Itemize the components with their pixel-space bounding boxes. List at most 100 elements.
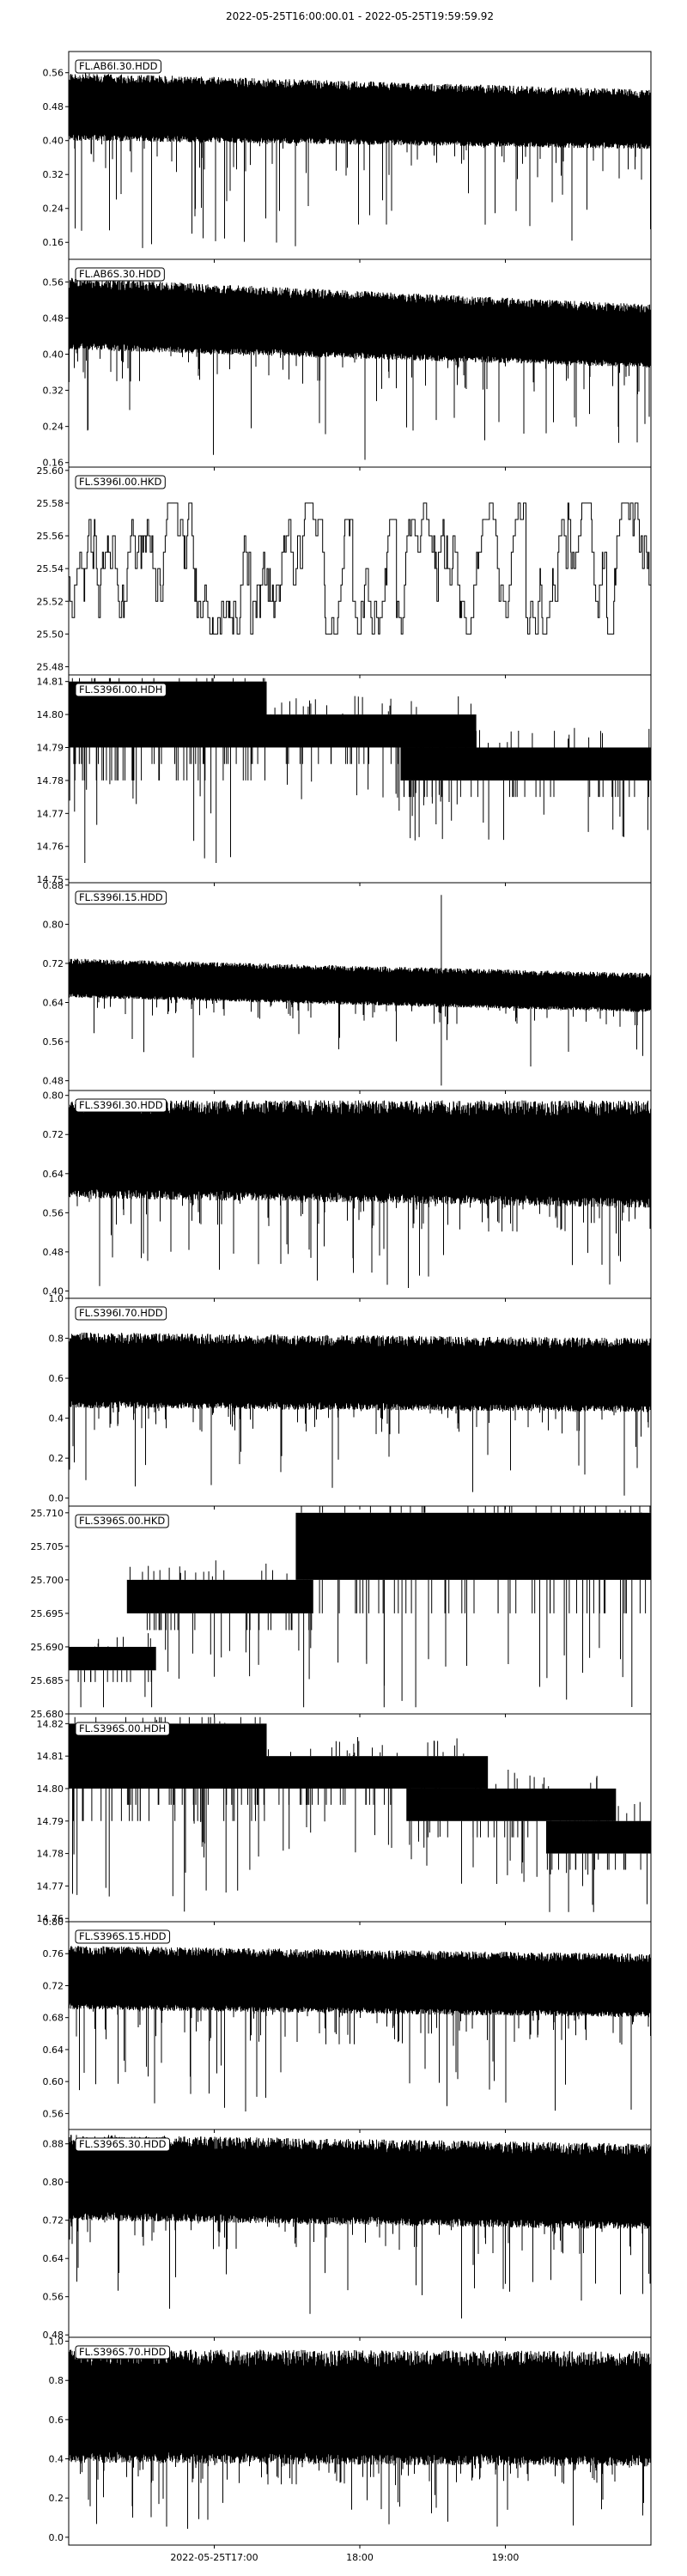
y-tick-label-fl-s396s-00-hdh-2: 14.80 xyxy=(37,1783,64,1795)
trace-label-text-fl-s396i-00-hdh: FL.S396I.00.HDH xyxy=(79,683,162,696)
y-tick-label-fl-s396s-00-hkd-6: 25.680 xyxy=(31,1709,64,1720)
state-band-fl-s396i-00-hdh-1 xyxy=(69,714,477,748)
trace-label-box-fl-s396i-15-hdd xyxy=(75,890,167,905)
y-tick-label-fl-s396s-30-hdd-2: 0.72 xyxy=(43,2215,64,2227)
y-tick-label-fl-s396i-00-hkd-1: 25.58 xyxy=(37,498,64,509)
trace-label-box-fl-s396s-15-hdd xyxy=(75,1929,171,1944)
trace-label-text-fl-s396s-30-hdd: FL.S396S.30.HDD xyxy=(79,2138,167,2150)
trace-label-text-fl-ab6i-30-hdd: FL.AB6I.30.HDD xyxy=(79,60,158,72)
y-tick-label-fl-s396i-00-hkd-4: 25.52 xyxy=(37,596,64,607)
time-axis: 2022-05-25T17:00 18:00 19:00 xyxy=(170,259,519,2563)
trace-label-box-fl-s396s-30-hdd xyxy=(75,2137,171,2152)
state-band-fl-s396s-00-hkd-2 xyxy=(295,1512,651,1580)
panel-fl-s396i-70-hdd: 1.0 0.8 0.6 0.4 0.2 0.0 FL.S396I.70.HDD xyxy=(49,1293,652,1507)
y-axis-fl-s396i-30-hdd: 0.80 0.72 0.64 0.56 0.48 0.40 xyxy=(43,1091,69,1297)
y-tick-label-fl-s396i-00-hdh-0: 14.81 xyxy=(37,677,64,688)
y-tick-label-fl-s396s-70-hdd-1: 0.8 xyxy=(49,2375,64,2386)
y-tick-label-fl-ab6i-30-hdd-4: 0.24 xyxy=(43,204,64,215)
y-tick-label-fl-ab6i-30-hdd-3: 0.32 xyxy=(43,169,64,180)
y-tick-label-fl-s396i-00-hdh-5: 14.76 xyxy=(37,841,64,853)
y-tick-label-fl-s396s-15-hdd-4: 0.64 xyxy=(43,2044,64,2056)
trace-label-box-fl-ab6s-30-hdd xyxy=(75,267,165,282)
state-band-fl-s396s-00-hkd-1 xyxy=(126,1579,313,1613)
y-tick-label-fl-s396s-15-hdd-0: 0.80 xyxy=(43,1917,64,1928)
panel-fl-s396i-30-hdd: 0.80 0.72 0.64 0.56 0.48 0.40 FL.S396I.30.HDD xyxy=(43,1090,652,1299)
y-tick-label-fl-s396s-00-hkd-3: 25.695 xyxy=(31,1608,64,1619)
y-tick-label-fl-ab6i-30-hdd-5: 0.16 xyxy=(43,237,64,248)
trace-label-box-fl-ab6i-30-hdd xyxy=(75,59,161,74)
waveform-fl-s396i-70-hdd xyxy=(68,1332,652,1496)
trace-label-fl-ab6i-30-hdd: FL.AB6I.30.HDD xyxy=(75,59,161,74)
trace-fl-s396s-30-hdd xyxy=(68,2135,652,2319)
y-tick-label-fl-s396s-15-hdd-3: 0.68 xyxy=(43,2013,64,2024)
y-tick-label-fl-s396i-00-hdh-6: 14.75 xyxy=(37,874,64,885)
trace-label-text-fl-ab6s-30-hdd: FL.AB6S.30.HDD xyxy=(79,268,161,280)
state-spikes-fl-s396s-00-hkd-1 xyxy=(129,1560,313,1680)
trace-label-fl-s396s-00-hdh: FL.S396S.00.HDH xyxy=(75,1722,170,1736)
y-axis-fl-s396s-00-hkd: 25.710 25.705 25.700 25.695 25.690 25.685 25.6… xyxy=(31,1508,69,1720)
y-tick-label-fl-s396i-00-hdh-1: 14.80 xyxy=(37,709,64,720)
y-axis-fl-s396s-00-hdh: 14.82 14.81 14.80 14.79 14.78 14.77 14.76 xyxy=(37,1718,69,1924)
trace-label-fl-s396i-00-hkd: FL.S396I.00.HKD xyxy=(75,475,166,489)
y-tick-label-fl-s396i-00-hkd-6: 25.48 xyxy=(37,661,64,672)
y-tick-label-fl-s396i-00-hdh-4: 14.77 xyxy=(37,808,64,819)
y-tick-label-fl-s396i-15-hdd-1: 0.80 xyxy=(43,919,64,930)
trace-label-text-fl-s396i-70-hdd: FL.S396I.70.HDD xyxy=(79,1307,163,1319)
y-tick-label-fl-s396i-70-hdd-0: 1.0 xyxy=(49,1293,64,1304)
trace-label-text-fl-s396i-15-hdd: FL.S396I.15.HDD xyxy=(79,891,163,903)
waveform-fl-s396i-30-hdd xyxy=(68,1100,652,1288)
y-tick-label-fl-s396i-15-hdd-3: 0.64 xyxy=(43,998,64,1009)
y-tick-label-fl-s396s-00-hkd-2: 25.700 xyxy=(31,1575,64,1586)
waveform-fl-s396s-15-hdd xyxy=(68,1946,652,2111)
y-tick-label-fl-s396i-70-hdd-3: 0.4 xyxy=(49,1413,64,1425)
trace-fl-s396i-70-hdd xyxy=(68,1332,652,1496)
y-tick-label-fl-s396i-15-hdd-5: 0.48 xyxy=(43,1076,64,1087)
panel-fl-ab6s-30-hdd: 0.56 0.48 0.40 0.32 0.24 0.16 FL.AB6S.30.HDD xyxy=(43,258,652,469)
y-tick-label-fl-s396s-15-hdd-5: 0.60 xyxy=(43,2076,64,2087)
y-tick-label-fl-s396s-00-hdh-1: 14.81 xyxy=(37,1751,64,1762)
panel-fl-s396s-15-hdd: 0.80 0.76 0.72 0.68 0.64 0.60 0.56 FL.S396S.15.… xyxy=(43,1917,652,2130)
y-tick-label-fl-s396i-30-hdd-1: 0.72 xyxy=(43,1129,64,1140)
trace-fl-s396s-15-hdd xyxy=(68,1946,652,2111)
y-tick-label-fl-s396s-15-hdd-6: 0.56 xyxy=(43,2108,64,2119)
y-tick-label-fl-s396s-00-hkd-1: 25.705 xyxy=(31,1541,64,1552)
trace-fl-ab6s-30-hdd xyxy=(68,277,652,460)
y-axis-fl-s396i-00-hkd: 25.60 25.58 25.56 25.54 25.52 25.50 25.48 xyxy=(37,465,69,672)
panel-fl-s396s-30-hdd: 0.88 0.80 0.72 0.64 0.56 0.48 FL.S396S.30.HDD xyxy=(43,2129,652,2341)
trace-panels: 0.56 0.48 0.40 0.32 0.24 0.16 FL.AB6I.30.HDD 0.… xyxy=(31,51,652,2546)
state-band-fl-s396i-00-hdh-2 xyxy=(400,747,651,781)
y-tick-label-fl-s396i-30-hdd-2: 0.64 xyxy=(43,1169,64,1180)
y-tick-label-fl-s396s-30-hdd-0: 0.88 xyxy=(43,2139,64,2150)
y-tick-label-fl-s396i-00-hkd-3: 25.54 xyxy=(37,563,64,574)
trace-fl-s396s-00-hkd xyxy=(68,1506,651,1708)
trace-fl-s396s-70-hdd xyxy=(68,2348,652,2529)
y-tick-label-fl-s396i-00-hdh-3: 14.78 xyxy=(37,775,64,787)
trace-label-text-fl-s396s-00-hkd: FL.S396S.00.HKD xyxy=(79,1515,165,1527)
state-spikes-fl-s396s-00-hkd-0 xyxy=(68,1633,153,1708)
y-tick-label-fl-s396i-00-hkd-0: 25.60 xyxy=(37,465,64,477)
trace-label-fl-s396s-15-hdd: FL.S396S.15.HDD xyxy=(75,1929,171,1944)
y-tick-label-fl-s396i-30-hdd-3: 0.56 xyxy=(43,1207,64,1218)
y-tick-label-fl-s396i-15-hdd-0: 0.88 xyxy=(43,880,64,891)
y-tick-label-fl-ab6s-30-hdd-5: 0.16 xyxy=(43,458,64,469)
y-tick-label-fl-s396i-70-hdd-4: 0.2 xyxy=(49,1453,64,1464)
y-tick-label-fl-s396s-15-hdd-1: 0.76 xyxy=(43,1948,64,1959)
state-band-fl-s396s-00-hdh-2 xyxy=(406,1788,617,1821)
trace-fl-s396i-00-hkd xyxy=(69,502,652,635)
x-tick-label-1: 18:00 xyxy=(346,2552,374,2563)
waveform-fl-ab6s-30-hdd xyxy=(68,277,652,460)
state-spikes-fl-s396s-00-hdh-3 xyxy=(546,1801,647,1912)
panel-fl-ab6i-30-hdd: 0.56 0.48 0.40 0.32 0.24 0.16 FL.AB6I.30.HDD xyxy=(43,51,652,260)
y-tick-label-fl-s396s-00-hdh-4: 14.78 xyxy=(37,1849,64,1860)
figure-title: 2022-05-25T16:00:00.01 - 2022-05-25T19:5… xyxy=(226,10,494,22)
y-axis-fl-s396i-15-hdd: 0.88 0.80 0.72 0.64 0.56 0.48 xyxy=(43,880,69,1087)
y-tick-label-fl-s396i-70-hdd-2: 0.6 xyxy=(49,1373,64,1384)
trace-label-box-fl-s396s-00-hdh xyxy=(75,1722,170,1736)
y-tick-label-fl-s396s-70-hdd-0: 1.0 xyxy=(49,2336,64,2348)
y-tick-label-fl-s396i-00-hdh-2: 14.79 xyxy=(37,743,64,754)
trace-fl-s396i-15-hdd xyxy=(68,895,652,1086)
y-axis-fl-s396s-15-hdd: 0.80 0.76 0.72 0.68 0.64 0.60 0.56 xyxy=(43,1917,69,2119)
state-band-fl-s396s-00-hdh-3 xyxy=(545,1820,651,1854)
y-tick-label-fl-s396i-30-hdd-5: 0.40 xyxy=(43,1285,64,1297)
